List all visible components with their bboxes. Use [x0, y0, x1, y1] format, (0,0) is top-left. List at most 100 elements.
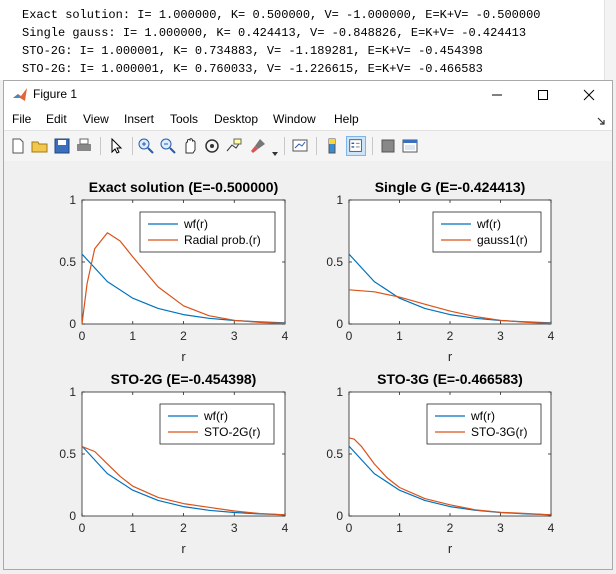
series-line-secondary	[348, 437, 552, 516]
minimize-icon	[492, 94, 502, 95]
console-line: STO-2G: I= 1.000001, K= 0.734883, V= -1.…	[22, 44, 483, 58]
y-tick-label: 1	[69, 193, 76, 207]
console-line: Single gauss: I= 1.000000, K= 0.424413, …	[22, 26, 527, 40]
legend-entry: STO-3G(r)	[471, 425, 527, 439]
legend-entry: wf(r)	[476, 217, 501, 231]
y-tick-label: 1	[69, 385, 76, 399]
x-tick-label: 3	[231, 521, 238, 535]
new-figure-icon[interactable]	[8, 136, 28, 156]
console-scrollbar[interactable]	[604, 0, 616, 80]
legend-box	[159, 403, 275, 445]
x-tick-label: 0	[346, 329, 353, 343]
brush-dropdown-icon[interactable]	[272, 143, 278, 161]
insert-legend-icon[interactable]	[346, 136, 366, 156]
figure-plots[interactable]: Exact solution (E=-0.500000) 0 1 2 3 4 0 0.5 1 r w…	[4, 161, 612, 569]
legend-entry: gauss1(r)	[477, 233, 528, 247]
legend-box	[432, 211, 542, 253]
y-tick-label: 0.5	[326, 255, 343, 269]
brush-icon[interactable]	[248, 136, 268, 156]
maximize-icon	[538, 89, 548, 100]
x-tick-label: 4	[548, 329, 555, 343]
x-tick-label: 1	[129, 329, 136, 343]
x-tick-label: 3	[231, 329, 238, 343]
series-line-secondary	[348, 289, 552, 324]
figure-toolbar	[4, 130, 612, 162]
series-line-secondary	[81, 232, 286, 325]
menu-edit[interactable]: Edit	[46, 112, 67, 126]
y-tick-label: 1	[336, 193, 343, 207]
x-tick-label: 4	[282, 329, 289, 343]
figure-window: Figure 1 File Edit View Insert Tools Des…	[3, 80, 613, 570]
y-tick-label: 0.5	[326, 447, 343, 461]
pan-icon[interactable]	[180, 136, 200, 156]
print-icon[interactable]	[74, 136, 94, 156]
axes-title: STO-2G (E=-0.454398)	[111, 371, 257, 387]
y-tick-label: 0	[336, 509, 343, 523]
x-tick-label: 0	[346, 521, 353, 535]
y-tick-label: 0	[69, 509, 76, 523]
x-tick-label: 2	[447, 329, 454, 343]
x-axis-label: r	[181, 349, 186, 364]
y-tick-label: 0.5	[59, 447, 76, 461]
axes-title: Exact solution (E=-0.500000)	[89, 179, 278, 195]
legend-entry: Radial prob.(r)	[184, 233, 261, 247]
x-tick-label: 2	[180, 329, 187, 343]
pointer-icon[interactable]	[106, 136, 126, 156]
x-axis-label: r	[448, 349, 453, 364]
console-line: STO-2G: I= 1.000001, K= 0.760033, V= -1.…	[22, 62, 483, 76]
window-title: Figure 1	[33, 87, 78, 101]
x-tick-label: 4	[282, 521, 289, 535]
legend-entry: STO-2G(r)	[204, 425, 260, 439]
show-plot-tools-icon[interactable]	[400, 136, 420, 156]
legend-entry: wf(r)	[470, 409, 495, 423]
console-line: Exact solution: I= 1.000000, K= 0.500000…	[22, 8, 541, 22]
rotate-icon[interactable]	[202, 136, 222, 156]
x-tick-label: 1	[129, 521, 136, 535]
zoom-out-icon[interactable]	[158, 136, 178, 156]
x-tick-label: 4	[548, 521, 555, 535]
maximize-button[interactable]	[520, 81, 566, 108]
x-tick-label: 3	[497, 521, 504, 535]
menu-window[interactable]: Window	[273, 112, 316, 126]
x-tick-label: 1	[396, 329, 403, 343]
x-tick-label: 3	[497, 329, 504, 343]
data-cursor-icon[interactable]	[224, 136, 244, 156]
menu-view[interactable]: View	[83, 112, 109, 126]
legend-entry: wf(r)	[203, 409, 228, 423]
open-icon[interactable]	[30, 136, 50, 156]
menu-desktop[interactable]: Desktop	[214, 112, 259, 126]
dock-arrow-icon[interactable]	[596, 113, 606, 131]
series-line-wf	[81, 445, 286, 516]
x-tick-label: 0	[79, 521, 86, 535]
y-tick-label: 0	[336, 317, 343, 331]
insert-colorbar-icon[interactable]	[322, 136, 342, 156]
menu-insert[interactable]: Insert	[124, 112, 155, 126]
series-line-secondary	[81, 446, 286, 516]
close-button[interactable]	[566, 81, 612, 108]
legend-box	[426, 403, 542, 445]
axes-title: Single G (E=-0.424413)	[375, 179, 526, 195]
menu-bar: File Edit View Insert Tools Desktop Wind…	[4, 108, 612, 130]
title-bar[interactable]: Figure 1	[4, 81, 612, 108]
y-tick-label: 0	[69, 317, 76, 331]
figure-canvas[interactable]: Exact solution (E=-0.500000) 0 1 2 3 4 0 0.5 1 r w…	[4, 161, 612, 569]
hide-plot-tools-icon[interactable]	[378, 136, 398, 156]
menu-file[interactable]: File	[12, 112, 32, 126]
minimize-button[interactable]	[474, 81, 520, 108]
zoom-in-icon[interactable]	[136, 136, 156, 156]
menu-help[interactable]: Help	[334, 112, 359, 126]
x-axis-label: r	[448, 541, 453, 556]
command-window-output: Exact solution: I= 1.000000, K= 0.500000…	[0, 0, 616, 80]
x-axis-label: r	[181, 541, 186, 556]
y-tick-label: 1	[336, 385, 343, 399]
link-icon[interactable]	[290, 136, 310, 156]
close-icon	[583, 89, 595, 100]
matlab-logo-icon	[12, 87, 28, 103]
x-tick-label: 2	[180, 521, 187, 535]
legend-box	[139, 211, 276, 253]
save-icon[interactable]	[52, 136, 72, 156]
axes-title: STO-3G (E=-0.466583)	[377, 371, 523, 387]
menu-tools[interactable]: Tools	[170, 112, 199, 126]
y-tick-label: 0.5	[59, 255, 76, 269]
x-tick-label: 0	[79, 329, 86, 343]
